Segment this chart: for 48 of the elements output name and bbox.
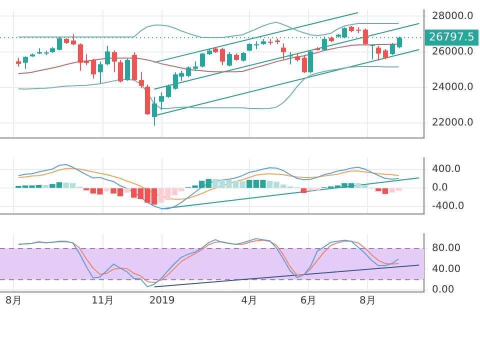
x-tick-label: 6月: [300, 296, 317, 307]
candlestick: [363, 28, 368, 46]
x-tick-label: 11月: [91, 296, 114, 307]
candlestick: [376, 45, 381, 62]
y-tick-label: 0.0: [432, 182, 448, 194]
candlestick: [227, 52, 232, 68]
candlestick: [159, 92, 164, 110]
y-tick-label: 24000.0: [432, 82, 474, 93]
bar: [42, 184, 48, 188]
y-tick-label: 400.0: [432, 164, 461, 176]
candlestick: [288, 52, 293, 65]
y-tick-label: 40.00: [432, 264, 461, 275]
y-tick-label: 22000.0: [432, 117, 474, 128]
x-tick-label: 8月: [360, 296, 376, 307]
candlestick: [241, 52, 246, 62]
y-tick-label: 28000.0: [432, 10, 474, 22]
candlestick: [200, 52, 205, 68]
candlestick: [308, 50, 313, 74]
candlestick: [91, 58, 96, 80]
candlestick: [23, 56, 28, 70]
y-tick-label: 0.00: [432, 284, 454, 296]
x-tick-label: 8月: [5, 296, 22, 307]
candlestick: [139, 71, 144, 89]
x-tick-label: 4月: [241, 296, 258, 307]
candlestick: [105, 45, 110, 66]
candlestick: [383, 48, 388, 60]
y-tick-label: 80.00: [432, 243, 461, 254]
candlestick: [302, 54, 307, 74]
bar: [300, 188, 307, 194]
candlestick: [152, 96, 157, 126]
candlestick: [220, 47, 225, 66]
candlestick: [186, 66, 191, 78]
bar: [124, 188, 130, 193]
y-tick-label: -400.0: [432, 201, 464, 212]
candlestick: [370, 44, 375, 60]
candlestick: [125, 58, 130, 82]
candlestick: [118, 59, 123, 83]
y-tick-label: 26000.0: [432, 46, 474, 58]
candlestick: [281, 42, 286, 60]
candlestick: [166, 84, 171, 98]
candlestick: [193, 61, 198, 72]
candlestick: [390, 42, 395, 56]
candlestick: [98, 61, 103, 84]
candlestick: [322, 36, 327, 51]
ref-line-label: 26797.5: [429, 30, 474, 44]
x-tick-label: 2019: [149, 296, 175, 307]
candlestick: [71, 34, 76, 46]
candlestick: [112, 50, 117, 73]
